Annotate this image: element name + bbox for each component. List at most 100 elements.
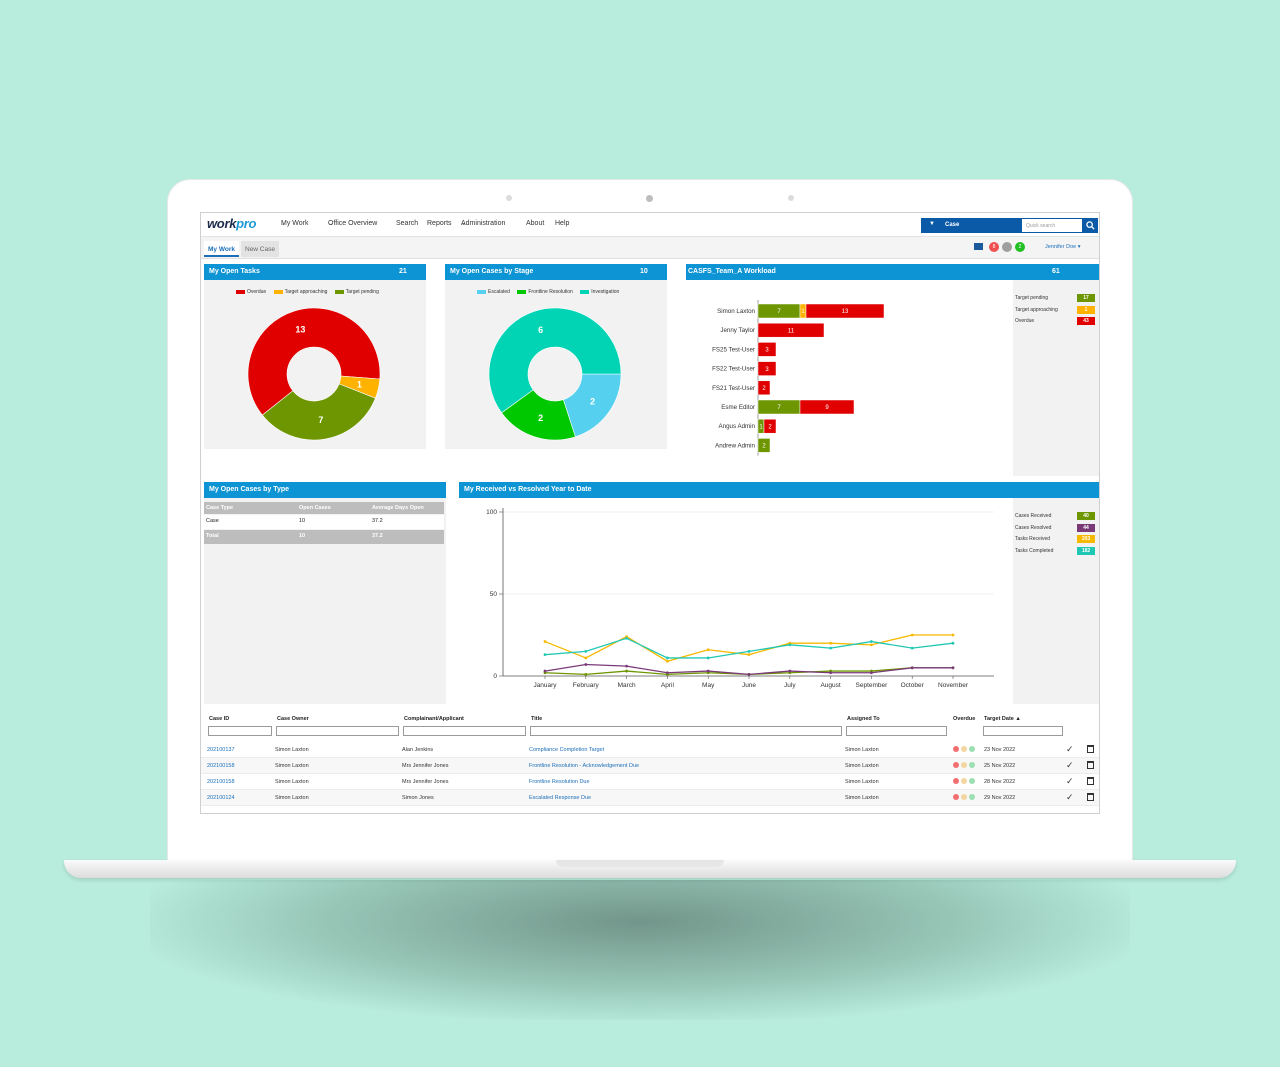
filter-title[interactable]: [530, 726, 842, 736]
column-header-assigned[interactable]: Assigned To: [847, 716, 880, 722]
search-category-select[interactable]: ▼ Case: [921, 218, 1021, 233]
column-header-overdue[interactable]: Overdue: [953, 716, 976, 722]
data-point[interactable]: [951, 633, 955, 637]
user-menu[interactable]: Jennifer Doe ▾: [1045, 244, 1081, 250]
data-point[interactable]: [666, 671, 669, 675]
case-id-link[interactable]: 202100137: [207, 747, 235, 753]
nav-help[interactable]: Help: [555, 220, 570, 227]
data-point[interactable]: [625, 664, 628, 668]
donut-slice[interactable]: [488, 307, 622, 414]
case-id-link[interactable]: 202100124: [207, 795, 235, 801]
nav-search[interactable]: Search: [396, 220, 419, 227]
calendar-icon[interactable]: [1087, 793, 1094, 801]
data-point[interactable]: [747, 650, 751, 653]
bar-segment[interactable]: [757, 438, 771, 453]
calendar-icon[interactable]: [1087, 777, 1094, 785]
category-label: FS21 Test-User: [712, 385, 755, 392]
bar-segment[interactable]: [763, 418, 777, 434]
bar-segment[interactable]: [757, 322, 825, 338]
nav-reports[interactable]: Reports: [427, 220, 452, 227]
data-point[interactable]: [666, 659, 669, 663]
data-point[interactable]: [870, 671, 873, 675]
data-point[interactable]: [788, 643, 792, 647]
donut-slice[interactable]: [261, 383, 376, 441]
bar-segment[interactable]: [757, 342, 777, 357]
check-icon[interactable]: ✓: [1066, 744, 1074, 754]
data-point[interactable]: [747, 653, 751, 657]
mail-icon[interactable]: [974, 243, 983, 250]
calendar-icon[interactable]: [1087, 761, 1094, 769]
data-point[interactable]: [666, 656, 669, 660]
search-icon[interactable]: [1083, 218, 1098, 233]
bar-segment[interactable]: [805, 303, 885, 319]
filter-assigned[interactable]: [846, 726, 947, 736]
x-tick-label: March: [618, 682, 636, 689]
nav-about[interactable]: About: [526, 220, 545, 227]
check-icon[interactable]: ✓: [1066, 792, 1074, 802]
data-point[interactable]: [706, 648, 710, 652]
data-point[interactable]: [910, 633, 914, 637]
data-point[interactable]: [788, 669, 792, 673]
data-point[interactable]: [706, 656, 710, 660]
sensor-dot: [788, 195, 794, 201]
data-point[interactable]: [543, 653, 547, 657]
search-input[interactable]: Quick search: [1021, 218, 1083, 233]
x-tick-label: July: [784, 682, 796, 689]
calendar-icon[interactable]: [1087, 745, 1094, 753]
filter-applicant[interactable]: [403, 726, 526, 736]
case-id-link[interactable]: 202100158: [207, 763, 235, 769]
case-id-link[interactable]: 202100158: [207, 779, 235, 785]
table-row[interactable]: 202100137 Simon Laxton Alan Jenkins Complia…: [201, 742, 1099, 758]
badge-ok[interactable]: 2: [1015, 242, 1025, 252]
data-point[interactable]: [625, 636, 628, 640]
bar-segment[interactable]: [757, 361, 777, 376]
data-point[interactable]: [870, 640, 873, 643]
data-point[interactable]: [829, 646, 832, 650]
donut-slice[interactable]: [247, 307, 381, 416]
task-title-link[interactable]: Frontline Resolution Due: [529, 779, 590, 785]
badge-overdue[interactable]: 8: [989, 242, 999, 252]
donut-slice[interactable]: [501, 389, 576, 441]
data-point[interactable]: [625, 669, 628, 673]
data-point[interactable]: [584, 650, 588, 653]
column-header-target-date[interactable]: Target Date ▲: [984, 716, 1021, 722]
bar-segment[interactable]: [757, 380, 771, 396]
data-point[interactable]: [829, 671, 832, 675]
donut-slice[interactable]: [562, 373, 622, 438]
filter-owner[interactable]: [276, 726, 399, 736]
data-point[interactable]: [543, 640, 547, 643]
data-point[interactable]: [870, 643, 873, 647]
series-line[interactable]: [544, 634, 953, 662]
data-point[interactable]: [829, 641, 832, 645]
data-point[interactable]: [584, 663, 588, 666]
bar-segment[interactable]: [799, 399, 855, 415]
data-point[interactable]: [951, 641, 955, 645]
tab-my-work[interactable]: My Work: [204, 241, 239, 257]
filter-case-id[interactable]: [208, 726, 272, 736]
task-title-link[interactable]: Compliance Completion Target: [529, 747, 605, 753]
table-row[interactable]: 202100158 Simon Laxton Mrs Jennifer Jones F…: [201, 758, 1099, 774]
check-icon[interactable]: ✓: [1066, 760, 1074, 770]
data-point[interactable]: [747, 672, 751, 676]
column-header-owner[interactable]: Case Owner: [277, 716, 309, 722]
tab-new-case[interactable]: New Case: [241, 241, 279, 257]
data-point[interactable]: [910, 646, 914, 650]
column-header-title[interactable]: Title: [531, 716, 543, 722]
column-header-applicant[interactable]: Complainant/Applicant: [404, 716, 464, 722]
check-icon[interactable]: ✓: [1066, 776, 1074, 786]
data-point[interactable]: [584, 656, 588, 660]
task-title-link[interactable]: Frontline Resolution - Acknowledgement D…: [529, 763, 640, 769]
data-point[interactable]: [543, 669, 547, 673]
table-row[interactable]: 202100124 Simon Laxton Simon Jones Escalate…: [201, 790, 1099, 806]
task-title-link[interactable]: Escalated Response Due: [529, 795, 592, 801]
badge-neutral[interactable]: [1002, 242, 1012, 252]
table-row[interactable]: 202100158 Simon Laxton Mrs Jennifer Jones F…: [201, 774, 1099, 790]
data-point[interactable]: [584, 672, 588, 676]
app-logo[interactable]: workpro: [207, 216, 257, 231]
column-header-case-id[interactable]: Case ID: [209, 716, 230, 722]
filter-target-date[interactable]: [983, 726, 1063, 736]
overdue-status-dot: [969, 746, 975, 752]
data-point[interactable]: [910, 666, 914, 670]
data-point[interactable]: [706, 669, 710, 673]
data-point[interactable]: [951, 666, 955, 670]
